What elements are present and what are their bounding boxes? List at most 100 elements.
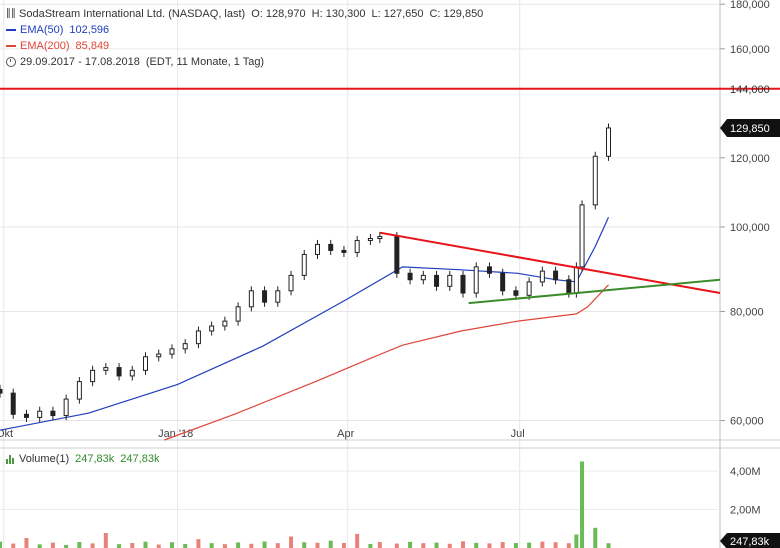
candle-body <box>209 325 215 332</box>
volume-bar <box>355 533 360 548</box>
candle-body <box>314 243 320 255</box>
date-tick-label: Okt <box>0 428 13 440</box>
candle-body <box>573 266 579 294</box>
volume-bar <box>540 541 545 548</box>
volume-bar <box>209 543 214 548</box>
volume-bar <box>474 542 479 548</box>
candle-body <box>10 392 16 415</box>
volume-bars-icon <box>6 454 15 464</box>
volume-bar <box>606 543 611 548</box>
candle-body <box>486 266 492 274</box>
ohlc-icon: ∥∥ <box>6 8 16 19</box>
current-volume-marker <box>720 533 780 548</box>
volume-bar <box>262 541 267 548</box>
ema50-value: 102,596 <box>69 24 110 36</box>
price-tick-label: 120,000 <box>730 153 770 165</box>
ema50-label: EMA(50) <box>20 24 64 36</box>
ema200-label: EMA(200) <box>20 40 70 52</box>
clock-icon <box>6 57 16 67</box>
volume-label: Volume(1) <box>19 453 70 465</box>
date-tick-label: Jul <box>511 428 525 440</box>
ema200-value: 85,849 <box>75 40 110 52</box>
volume-bar <box>527 542 532 548</box>
price-tick-label: 80,000 <box>730 307 764 319</box>
volume-bar <box>11 543 16 548</box>
ema50-swatch <box>6 29 16 31</box>
candle-body <box>539 270 545 283</box>
volume-bar <box>183 543 188 548</box>
instrument-title: SodaStream International Ltd. (NASDAQ, l… <box>19 8 246 20</box>
candle-body <box>328 243 334 251</box>
candle-body <box>116 367 122 377</box>
candle-body <box>606 127 612 157</box>
volume-bar <box>90 543 95 548</box>
volume-bar <box>37 544 42 548</box>
candle-body <box>129 369 135 377</box>
ema200-line <box>164 284 609 441</box>
volume-bar <box>289 536 294 548</box>
support-trendline <box>468 278 721 305</box>
volume-bar <box>580 461 585 548</box>
volume-bar <box>500 542 505 548</box>
candle-body <box>262 290 268 303</box>
volume-bar <box>513 543 518 548</box>
volume-bar <box>130 543 135 548</box>
candle-body <box>182 343 188 350</box>
volume-bar <box>341 543 346 548</box>
volume-bar <box>394 543 399 548</box>
candle-body <box>367 238 373 241</box>
candle-body <box>377 236 383 240</box>
candle-body <box>566 279 572 294</box>
candle-body <box>288 274 294 292</box>
volume-bar <box>156 544 161 548</box>
candle-body <box>90 369 96 383</box>
volume-bar <box>328 540 333 548</box>
volume-bar <box>421 543 426 548</box>
candle-body <box>63 398 69 417</box>
volume-bar <box>50 542 55 548</box>
candle-body <box>235 306 241 322</box>
candle-body <box>592 155 598 206</box>
candle-body <box>354 239 360 253</box>
resistance-trendline <box>379 231 721 295</box>
candle-body <box>50 410 56 417</box>
open-value: O: 128,970 <box>251 8 306 20</box>
volume-bar <box>169 542 174 548</box>
price-tick-label: 180,000 <box>730 0 770 11</box>
candle-body <box>103 367 109 371</box>
current-price-label: 129,850 <box>730 123 770 135</box>
volume-bar <box>275 543 280 548</box>
volume-value-2: 247,83k <box>120 453 160 465</box>
candle-body <box>394 236 400 274</box>
volume-tick-label: 4,00M <box>730 466 761 478</box>
volume-tick-label: 2,00M <box>730 505 761 517</box>
candle-body <box>420 274 426 281</box>
volume-bar <box>368 543 373 548</box>
volume-bar <box>487 543 492 548</box>
volume-bar <box>77 542 82 548</box>
volume-bar <box>249 543 254 548</box>
candle-body <box>407 272 413 281</box>
candle-body <box>156 353 162 358</box>
ema200-swatch <box>6 45 16 47</box>
candle-body <box>473 266 479 294</box>
candle-body <box>222 320 228 327</box>
candle-body <box>513 290 519 296</box>
volume-bar <box>117 544 122 548</box>
volume-bar <box>408 541 413 548</box>
candle-body <box>76 381 82 400</box>
volume-bar <box>302 542 307 548</box>
ema200-row[interactable]: EMA(200) 85,849 <box>6 38 483 54</box>
current-price-marker <box>720 118 780 137</box>
current-volume-label: 247,83k <box>730 536 770 548</box>
period-range: 29.09.2017 - 17.08.2018 <box>20 56 140 68</box>
candle-body <box>579 204 585 268</box>
ema50-row[interactable]: EMA(50) 102,596 <box>6 22 483 38</box>
candle-body <box>23 413 29 418</box>
candle-body <box>0 388 3 394</box>
chart-legend: ∥∥ SodaStream International Ltd. (NASDAQ… <box>6 6 483 70</box>
volume-bar <box>24 538 29 548</box>
candle-body <box>553 270 559 281</box>
